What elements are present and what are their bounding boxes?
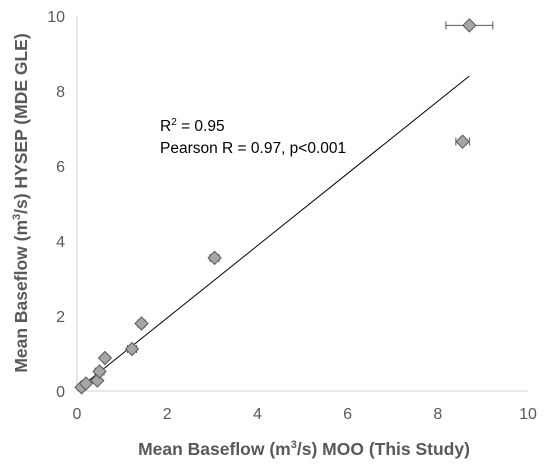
y-tick-label: 8 [56,84,65,101]
data-point [455,134,470,149]
diamond-marker [207,250,222,266]
diamond-marker [124,341,140,357]
y-tick-label: 4 [56,234,65,251]
diamond-marker [455,134,470,149]
diamond-marker [462,18,477,33]
data-point [78,376,94,391]
x-tick-label: 2 [163,406,172,423]
r-squared-annotation: R2 = 0.95 [160,117,225,135]
diamond-marker [78,376,94,391]
data-points [74,18,494,395]
y-axis-title: Mean Baseflow (m3/s) HYSEP (MDE GLE) [11,33,31,372]
diamond-marker [97,350,113,366]
x-tick-label: 4 [253,406,262,423]
diamond-marker [134,316,149,331]
y-tick-label: 10 [47,9,65,26]
y-tick-label: 6 [56,159,65,176]
y-tick-label: 0 [56,384,65,401]
y-ticks: 0 2 4 6 8 10 [47,9,65,401]
x-axis-title: Mean Baseflow (m3/s) MOO (This Study) [138,439,470,459]
data-point [92,364,107,379]
x-ticks: 0 2 4 6 8 10 [73,406,537,423]
x-tick-label: 10 [519,406,537,423]
y-tick-label: 2 [56,309,65,326]
data-point [445,18,494,33]
data-point [134,316,149,331]
x-tick-label: 6 [343,406,352,423]
regression-line [81,75,470,387]
axes [76,16,528,392]
pearson-annotation: Pearson R = 0.97, p<0.001 [160,140,346,157]
data-point [97,350,113,366]
x-tick-label: 8 [433,406,442,423]
x-tick-label: 0 [73,406,82,423]
diamond-marker [92,364,107,379]
data-point [207,250,222,266]
data-point [124,341,140,357]
